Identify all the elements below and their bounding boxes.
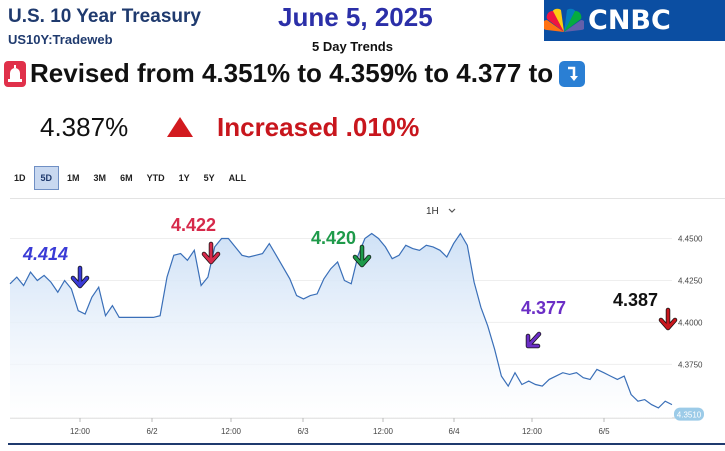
annotation-4414: 4.414 (23, 244, 69, 264)
price-area (10, 233, 672, 418)
range-5y[interactable]: 5Y (203, 173, 215, 183)
range-all[interactable]: ALL (228, 173, 247, 183)
down-arrow-icon-4422 (201, 241, 221, 265)
range-6m[interactable]: 6M (120, 173, 133, 183)
current-value: 4.387% (40, 112, 129, 142)
revised-text: Revised from 4.351% to 4.359% to 4.377 t… (30, 58, 554, 88)
annotation-4422: 4.422 (171, 215, 217, 235)
range-tabs: 1D 5D 1M 3M 6M YTD 1Y 5Y ALL (8, 166, 254, 190)
x-tick-label: 6/3 (297, 427, 309, 436)
interval-label: 1H (426, 206, 439, 217)
up-triangle-icon (167, 117, 193, 137)
brand-name: CNBC (588, 5, 671, 36)
down-right-arrow-icon (559, 60, 586, 87)
last-value-pill (674, 407, 704, 421)
chevron-down-icon (448, 208, 456, 213)
down-left-arrow-icon-4377 (525, 331, 542, 349)
range-ytd[interactable]: YTD (146, 173, 165, 183)
interval-select[interactable]: 1H (426, 206, 456, 217)
change-text: Increased .010% (217, 112, 420, 142)
x-tick-label: 12:00 (70, 427, 91, 436)
range-5d[interactable]: 5D (33, 166, 60, 190)
x-tick-label: 6/2 (146, 427, 158, 436)
bottom-rule (8, 443, 725, 445)
chart-top-divider (10, 198, 725, 199)
y-tick-label: 4.4500 (678, 235, 703, 244)
trend-subtitle: 5 Day Trends (312, 39, 393, 54)
revised-line: Revised from 4.351% to 4.359% to 4.377 t… (4, 58, 586, 89)
date-heading: June 5, 2025 (278, 2, 433, 32)
range-1d[interactable]: 1D (14, 173, 26, 183)
down-arrow-icon-4387 (658, 307, 678, 331)
range-1y[interactable]: 1Y (178, 173, 190, 183)
brand-logo: CNBC (544, 0, 725, 41)
price-line (9, 232, 673, 409)
peacock-icon (544, 8, 584, 32)
range-3m[interactable]: 3M (93, 173, 107, 183)
chart-title: U.S. 10 Year Treasury (8, 6, 201, 27)
x-tick-label: 6/4 (448, 427, 460, 436)
annotation-4420: 4.420 (311, 228, 357, 248)
y-tick-label: 4.3750 (678, 360, 703, 369)
down-arrow-icon-4414 (70, 265, 90, 289)
last-value-label: 4.3510 (677, 411, 702, 420)
ticker-label: US10Y:Tradeweb (8, 32, 113, 47)
annotation-4377: 4.377 (521, 298, 567, 318)
y-tick-label: 4.4250 (678, 276, 703, 285)
x-tick-label: 12:00 (373, 427, 394, 436)
siren-icon (4, 60, 26, 87)
x-tick-label: 12:00 (221, 427, 242, 436)
x-tick-label: 6/5 (598, 427, 610, 436)
y-tick-label: 4.4000 (678, 318, 703, 327)
x-tick-label: 12:00 (522, 427, 543, 436)
annotation-4387: 4.387 (613, 290, 659, 310)
range-1m[interactable]: 1M (67, 173, 80, 183)
down-arrow-icon-4420 (352, 244, 372, 268)
